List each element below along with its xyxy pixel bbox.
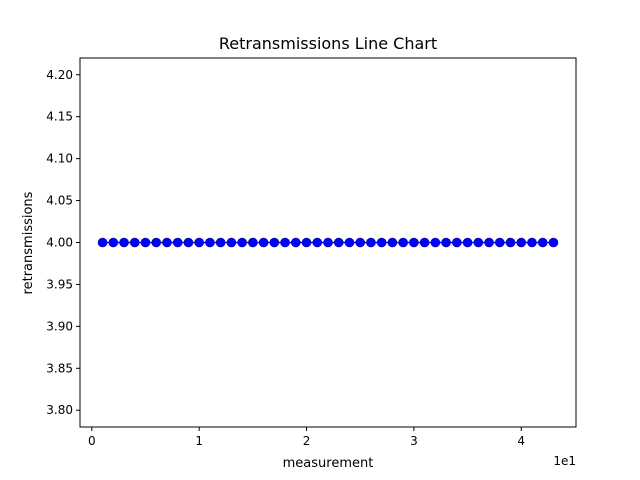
data-point xyxy=(409,237,419,248)
data-point xyxy=(484,237,494,248)
data-point xyxy=(194,237,204,248)
y-tick-label: 4.10 xyxy=(46,152,73,166)
x-tick-label: 0 xyxy=(88,434,96,448)
data-point xyxy=(172,237,183,248)
data-point xyxy=(248,237,258,248)
y-tick-label: 3.90 xyxy=(46,319,73,333)
y-tick-label: 4.05 xyxy=(46,194,73,208)
data-point xyxy=(527,237,537,248)
data-markers xyxy=(97,237,559,248)
data-point xyxy=(537,237,548,248)
data-point xyxy=(312,237,323,248)
data-point xyxy=(140,237,151,248)
data-point xyxy=(333,237,344,248)
data-point xyxy=(258,237,269,248)
data-point xyxy=(151,237,162,248)
x-tick-label: 1 xyxy=(195,434,203,448)
x-tick-label: 3 xyxy=(410,434,418,448)
data-point xyxy=(473,237,484,248)
data-point xyxy=(237,237,247,248)
data-point xyxy=(355,237,366,248)
y-tick-label: 4.15 xyxy=(46,110,73,124)
data-point xyxy=(97,237,108,248)
x-tick-label: 2 xyxy=(303,434,311,448)
data-point xyxy=(280,237,290,248)
y-tick-label: 3.95 xyxy=(46,277,73,291)
data-point xyxy=(398,237,408,248)
y-tick-label: 3.80 xyxy=(46,403,73,417)
x-axis-label: measurement xyxy=(283,456,374,471)
data-point xyxy=(344,237,355,248)
x-tick-label: 4 xyxy=(517,434,525,448)
data-point xyxy=(505,237,516,248)
y-axis-label: retransmissions xyxy=(21,191,36,294)
data-point xyxy=(494,237,505,248)
data-point xyxy=(226,237,237,248)
data-point xyxy=(129,237,140,248)
data-point xyxy=(323,237,333,248)
data-point xyxy=(419,237,430,248)
data-point xyxy=(516,237,527,248)
data-point xyxy=(205,237,215,248)
chart-title: Retransmissions Line Chart xyxy=(219,34,437,53)
data-point xyxy=(183,237,194,248)
data-point xyxy=(301,237,312,248)
data-point xyxy=(376,237,387,248)
x-axis-offset-label: 1e1 xyxy=(553,454,576,468)
data-point xyxy=(108,237,119,248)
data-point xyxy=(269,237,280,248)
data-point xyxy=(290,237,301,248)
data-point xyxy=(548,237,559,248)
data-point xyxy=(119,237,129,248)
y-tick-label: 3.85 xyxy=(46,361,73,375)
data-point xyxy=(387,237,398,248)
data-point xyxy=(441,237,451,248)
data-point xyxy=(366,237,376,248)
data-point xyxy=(452,237,462,248)
y-tick-label: 4.20 xyxy=(46,68,73,82)
x-axis-ticks: 0 1 2 3 4 xyxy=(88,427,525,448)
data-point xyxy=(462,237,473,248)
y-axis-ticks: 3.80 3.85 3.90 3.95 4.00 4.05 4.10 4.15 4.20 xyxy=(46,68,80,417)
data-point xyxy=(430,237,441,248)
data-point xyxy=(162,237,172,248)
y-tick-label: 4.00 xyxy=(46,236,73,250)
data-point xyxy=(215,237,226,248)
